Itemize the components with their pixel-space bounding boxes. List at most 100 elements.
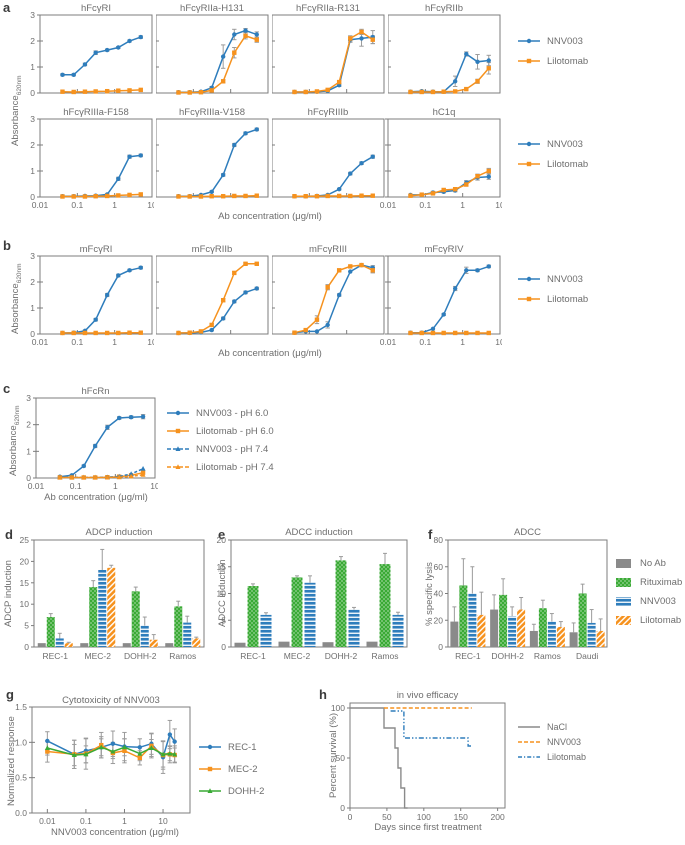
rituximab-swatch-icon bbox=[616, 578, 631, 587]
svg-text:0.5: 0.5 bbox=[15, 773, 27, 783]
svg-text:hFcRn: hFcRn bbox=[82, 386, 110, 397]
x-axis-label-c: Ab concentration (μg/ml) bbox=[44, 492, 148, 503]
lilotomab-line-icon bbox=[518, 755, 540, 758]
svg-text:0.01: 0.01 bbox=[380, 200, 397, 210]
x-axis-label-b: Ab concentration (μg/ml) bbox=[218, 348, 322, 359]
x-axis-label-a: Ab concentration (μg/ml) bbox=[218, 211, 322, 222]
svg-text:1.5: 1.5 bbox=[15, 702, 27, 712]
svg-text:hFcγRIIIb: hFcγRIIIb bbox=[308, 107, 349, 118]
chart-mfcgr1: mFcγRI 0 1 2 3 0.01 0.1 1 10 bbox=[30, 244, 154, 347]
chart-hc1q: hC1q 0.01 0.1 1 10 bbox=[380, 107, 502, 210]
svg-text:REC-1: REC-1 bbox=[42, 651, 68, 661]
svg-text:REC-1: REC-1 bbox=[240, 651, 266, 661]
nnv003-line-icon bbox=[518, 276, 540, 282]
svg-text:Ramos: Ramos bbox=[169, 651, 196, 661]
legend-item: NNV003 bbox=[616, 592, 682, 611]
legend-panel-f: No Ab Rituximab NNV003 Lilotomab bbox=[616, 554, 682, 630]
svg-text:DOHH-2: DOHH-2 bbox=[124, 651, 157, 661]
svg-text:10: 10 bbox=[217, 589, 227, 599]
svg-text:0: 0 bbox=[26, 473, 31, 483]
x-axis-label-h: Days since first treatment bbox=[374, 822, 482, 833]
svg-text:MEC-2: MEC-2 bbox=[284, 651, 311, 661]
chart-hfcgr2b: hFcγRIIb bbox=[388, 3, 501, 95]
legend-panel-g: REC-1 MEC-2 DOHH-2 bbox=[198, 736, 264, 802]
svg-text:150: 150 bbox=[454, 812, 468, 822]
chart-in-vivo-efficacy: in vivo efficacy 0 50 100 0 50 100 150 200 bbox=[331, 690, 506, 822]
nnv003-ph74-line-icon bbox=[167, 446, 189, 451]
legend-item: NNV003 bbox=[517, 31, 588, 51]
svg-text:0: 0 bbox=[30, 329, 35, 339]
chart-hfcgr3a-v158: hFcγRIIIa-V158 bbox=[156, 107, 269, 199]
legend-item: NNV003 bbox=[517, 269, 588, 289]
legend-item: No Ab bbox=[616, 554, 682, 573]
svg-text:1: 1 bbox=[113, 481, 118, 491]
svg-text:2: 2 bbox=[26, 420, 31, 430]
dohh2-line-icon bbox=[199, 788, 221, 793]
lilotomab-line-icon bbox=[518, 58, 540, 64]
svg-text:60: 60 bbox=[434, 562, 444, 572]
panel-label-b: b bbox=[3, 238, 11, 253]
lilotomab-swatch-icon bbox=[616, 616, 631, 625]
legend-panel-b: NNV003 Lilotomab bbox=[517, 269, 588, 309]
svg-text:0.01: 0.01 bbox=[39, 816, 56, 826]
svg-text:1: 1 bbox=[112, 337, 117, 347]
chart-adcp-induction: ADCP induction 0 5 10 15 20 25 REC-1 MEC-2 DOHH-2… bbox=[20, 527, 205, 661]
svg-text:ADCP induction: ADCP induction bbox=[86, 527, 153, 538]
legend-panel-a-row1: NNV003 Lilotomab bbox=[517, 31, 588, 71]
svg-text:1: 1 bbox=[26, 446, 31, 456]
chart-hfcrn: hFcRn 0 1 2 3 0.01 0.1 1 10 bbox=[26, 386, 158, 491]
svg-text:5: 5 bbox=[24, 621, 29, 631]
chart-mfcgr3: mFcγRIII bbox=[272, 244, 385, 335]
svg-text:25: 25 bbox=[20, 535, 30, 545]
svg-text:10: 10 bbox=[150, 481, 158, 491]
svg-text:1.0: 1.0 bbox=[15, 737, 27, 747]
svg-text:50: 50 bbox=[382, 812, 392, 822]
legend-item: Lilotomab bbox=[517, 289, 588, 309]
mec2-line-icon bbox=[199, 766, 221, 772]
nnv003-swatch-icon bbox=[616, 597, 631, 606]
svg-text:0.0: 0.0 bbox=[15, 808, 27, 818]
svg-text:100: 100 bbox=[331, 703, 345, 713]
legend-item: Lilotomab - pH 7.4 bbox=[166, 458, 274, 476]
svg-text:10: 10 bbox=[495, 337, 502, 347]
chart-cytotoxicity: Cytotoxicity of NNV003 0.0 0.5 1.0 1.5 0.01 0.… bbox=[15, 695, 191, 826]
svg-text:1: 1 bbox=[460, 337, 465, 347]
legend-item: DOHH-2 bbox=[198, 780, 264, 802]
svg-text:0.01: 0.01 bbox=[32, 200, 49, 210]
nacl-line-icon bbox=[518, 725, 540, 728]
svg-text:MEC-2: MEC-2 bbox=[85, 651, 112, 661]
lilotomab-line-icon bbox=[518, 161, 540, 167]
svg-text:0.1: 0.1 bbox=[71, 200, 83, 210]
chart-hfcgr3a-f158: hFcγRIIIa-F158 0 1 2 3 0.01 0.1 1 10 bbox=[30, 107, 154, 210]
legend-item: Lilotomab bbox=[616, 611, 682, 630]
svg-text:15: 15 bbox=[217, 562, 227, 572]
svg-text:0: 0 bbox=[30, 88, 35, 97]
chart-adcc-lysis: ADCC 0 20 40 60 80 REC-1 DOHH-2 Ramos Daudi bbox=[434, 527, 608, 661]
svg-text:1: 1 bbox=[30, 303, 35, 313]
svg-text:mFcγRIIb: mFcγRIIb bbox=[192, 244, 233, 255]
svg-text:Daudi: Daudi bbox=[576, 651, 598, 661]
svg-text:mFcγRIV: mFcγRIV bbox=[424, 244, 464, 255]
legend-item: NNV003 bbox=[517, 134, 588, 154]
svg-text:hC1q: hC1q bbox=[433, 107, 456, 118]
panel-label-a: a bbox=[3, 0, 11, 15]
svg-text:mFcγRI: mFcγRI bbox=[80, 244, 113, 255]
svg-text:ADCC: ADCC bbox=[514, 527, 541, 538]
svg-text:0.1: 0.1 bbox=[419, 337, 431, 347]
chart-mfcgr4: mFcγRIV 0.01 0.1 1 10 bbox=[380, 244, 502, 347]
svg-text:3: 3 bbox=[30, 114, 35, 124]
svg-text:0: 0 bbox=[348, 812, 353, 822]
svg-text:10: 10 bbox=[147, 337, 154, 347]
lilotomab-line-icon bbox=[518, 296, 540, 302]
svg-text:20: 20 bbox=[434, 615, 444, 625]
panel-label-h: h bbox=[319, 687, 327, 702]
legend-item: REC-1 bbox=[198, 736, 264, 758]
legend-item: NNV003 bbox=[517, 734, 586, 749]
svg-text:DOHH-2: DOHH-2 bbox=[491, 651, 524, 661]
legend-item: NNV003 - pH 7.4 bbox=[166, 440, 274, 458]
svg-text:0: 0 bbox=[221, 642, 226, 652]
svg-text:1: 1 bbox=[30, 62, 35, 72]
lilotomab-ph74-line-icon bbox=[167, 464, 189, 469]
svg-text:0: 0 bbox=[438, 642, 443, 652]
